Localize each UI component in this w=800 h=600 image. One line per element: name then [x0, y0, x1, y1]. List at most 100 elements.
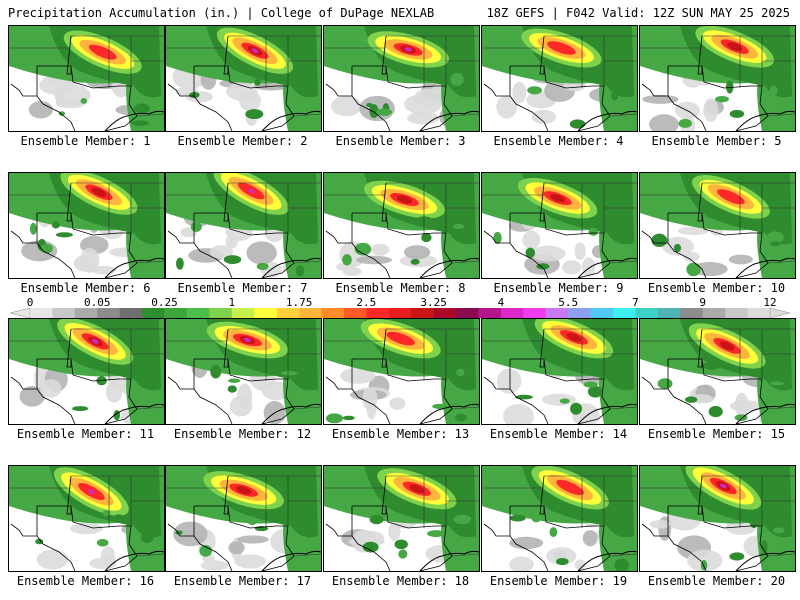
border-lines [324, 35, 479, 117]
precip-cell [614, 79, 627, 91]
precip-cell [686, 262, 701, 277]
light-precip-area [496, 95, 518, 119]
precip-cell [290, 98, 307, 104]
precip-cell [264, 362, 277, 374]
precip-cell [245, 109, 264, 120]
heavy-precip-core [517, 177, 598, 219]
border-lines [9, 475, 164, 557]
legend-swatch [254, 308, 277, 318]
light-precip-area [728, 254, 753, 265]
precip-map [640, 173, 795, 278]
border-lines [324, 182, 479, 264]
map-panel [639, 465, 796, 572]
panel-caption: Ensemble Member: 16 [16, 574, 155, 588]
legend-swatch [568, 308, 591, 318]
gulf-coastline [104, 110, 164, 131]
map-title: Precipitation Accumulation (in.) | Colle… [8, 6, 435, 20]
light-precip-area [70, 522, 103, 535]
precip-cell [410, 258, 420, 265]
precip-map [482, 173, 637, 278]
map-panel [481, 465, 638, 572]
light-precip-area [336, 262, 355, 272]
precip-cell [285, 91, 297, 102]
precip-cell [613, 252, 622, 267]
precip-cell [432, 403, 448, 409]
legend-swatch [702, 308, 726, 318]
light-precip-area [36, 549, 69, 570]
precip-cell [369, 514, 384, 525]
legend-tick-label: 0 [26, 296, 34, 309]
gulf-coastline [261, 550, 321, 571]
map-panel [481, 318, 638, 425]
panel-caption: Ensemble Member: 17 [173, 574, 312, 588]
legend-tick-label: 1 [228, 296, 236, 309]
precip-cell [570, 402, 582, 415]
precip-cell [299, 535, 309, 547]
precip-cell [96, 376, 107, 386]
precip-map [324, 466, 479, 571]
panel-caption: Ensemble Member: 14 [489, 427, 628, 441]
border-lines [166, 328, 321, 410]
gulf-coastline [735, 257, 795, 278]
precip-cell [228, 378, 241, 383]
precip-map [9, 173, 164, 278]
precip-cell [190, 221, 202, 232]
precip-map [324, 26, 479, 131]
light-precip-area [574, 559, 586, 570]
precip-cell [175, 257, 184, 270]
light-precip-area [28, 101, 53, 119]
precip-cell [715, 95, 730, 103]
light-precip-area [55, 92, 67, 108]
light-precip-area [414, 88, 444, 107]
precip-cell [525, 247, 536, 259]
legend-swatch [747, 308, 771, 318]
precip-cell [223, 255, 242, 264]
border-lines [166, 182, 321, 264]
precip-map [482, 466, 637, 571]
panel-caption: Ensemble Member: 6 [20, 281, 151, 295]
precip-cell [673, 243, 682, 253]
legend-swatch [545, 308, 569, 318]
gulf-coastline [419, 110, 479, 131]
light-precip-area [234, 554, 266, 569]
light-precip-area [403, 245, 431, 260]
legend-swatch [231, 308, 255, 318]
light-precip-area [502, 404, 534, 424]
precip-cell [256, 262, 269, 271]
light-precip-area [530, 245, 566, 262]
border-lines [482, 35, 637, 117]
precip-map [640, 319, 795, 424]
panel-caption: Ensemble Member: 5 [651, 134, 782, 148]
precip-cell [293, 244, 308, 252]
precip-cell [559, 398, 570, 404]
legend-swatch [523, 308, 547, 318]
map-panel [323, 172, 480, 279]
precip-cell [725, 80, 734, 94]
border-lines [640, 475, 795, 557]
light-precip-area [734, 392, 749, 418]
map-panel [8, 172, 165, 279]
gulf-coastline [577, 257, 637, 278]
legend-swatch [433, 308, 457, 318]
precip-cell [35, 538, 44, 545]
heavy-precip-core [213, 173, 289, 215]
panel-caption: Ensemble Member: 11 [16, 427, 155, 441]
light-precip-area [703, 98, 719, 122]
legend-swatch [74, 308, 98, 318]
precip-cell [247, 516, 258, 526]
panel-caption: Ensemble Member: 2 [177, 134, 308, 148]
legend-tick-label: 0.25 [151, 296, 178, 309]
precip-cell [279, 509, 291, 522]
light-precip-area [509, 536, 544, 550]
precip-map [166, 319, 321, 424]
heavy-precip-core [692, 174, 770, 219]
precip-cell [657, 378, 673, 389]
legend-swatch [119, 308, 143, 318]
light-precip-area [105, 381, 123, 403]
border-lines [324, 328, 479, 410]
precip-cell [530, 510, 542, 523]
panel-caption: Ensemble Member: 1 [20, 134, 151, 148]
light-precip-area [246, 241, 277, 265]
precip-cell [280, 371, 298, 376]
legend-swatch [456, 308, 479, 318]
